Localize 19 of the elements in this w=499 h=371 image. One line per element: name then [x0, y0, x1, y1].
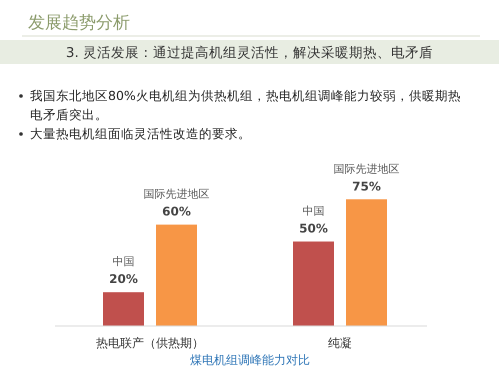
bar	[103, 292, 144, 326]
bar	[346, 199, 387, 326]
bar	[293, 242, 334, 326]
text: 大量热电机组面临灵活性改造的要求。	[30, 126, 251, 141]
chart-subtitle: 3. 灵活发展：通过提高机组灵活性，解决采暖期热、电矛盾	[66, 45, 434, 61]
x-tick-label: 热电联产（供热期）	[96, 336, 204, 350]
text: 我国东北地区80%火电机组为供热机组，热电机组调峰能力较弱，供暖期热电矛盾突出。	[30, 88, 461, 122]
text: 国际先进地区	[334, 162, 400, 176]
text: 中国	[302, 204, 324, 218]
text: 中国	[112, 255, 134, 268]
text: 国际先进地区	[144, 188, 210, 201]
x-tick-label: 纯凝	[328, 336, 352, 350]
bar	[156, 224, 197, 326]
text: 煤电机组调峰能力对比	[190, 353, 310, 367]
data-label: 50%	[299, 222, 328, 236]
data-label: 75%	[352, 179, 381, 194]
data-label: 20%	[109, 272, 138, 286]
text: 发展趋势分析	[28, 13, 130, 33]
data-label: 60%	[162, 204, 191, 219]
